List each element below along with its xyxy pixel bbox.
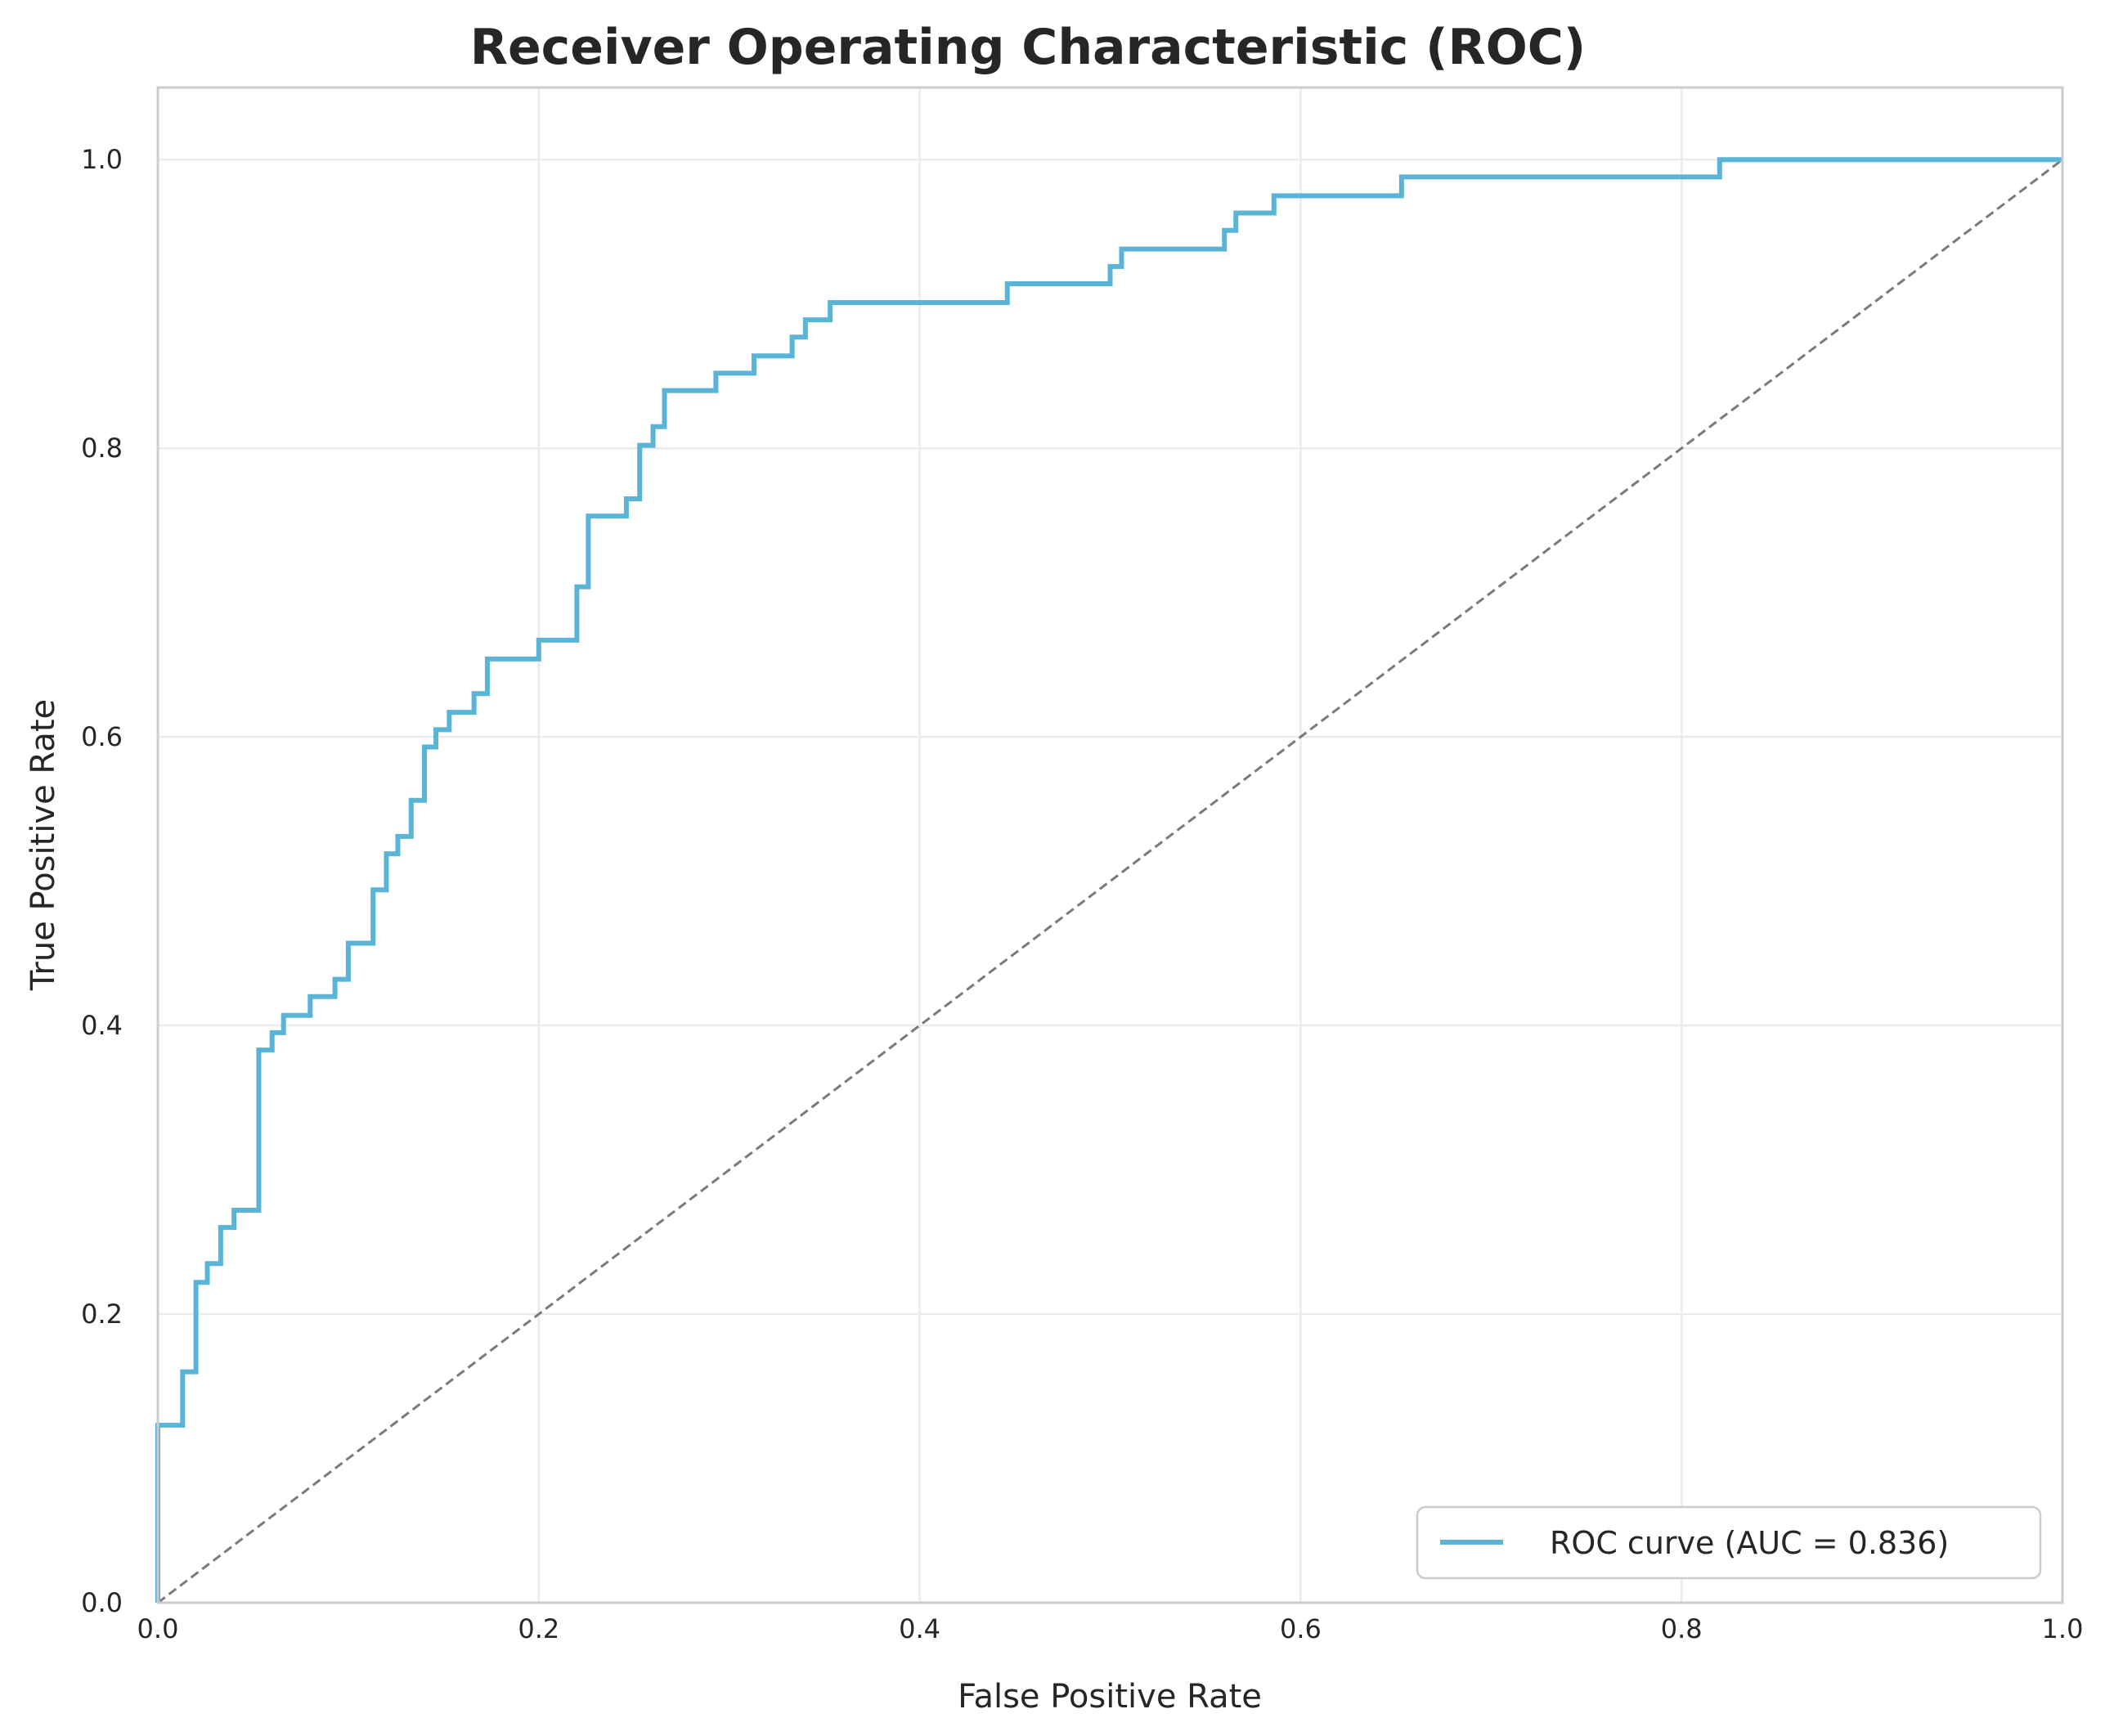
y-axis-label: True Positive Rate bbox=[25, 699, 62, 991]
y-tick-labels: 0.0 0.2 0.4 0.6 0.8 1.0 bbox=[81, 144, 123, 1618]
roc-curve-group bbox=[155, 157, 2062, 1603]
x-axis-label: False Positive Rate bbox=[958, 1678, 1262, 1716]
x-tick-label: 0.2 bbox=[518, 1613, 559, 1644]
y-tick-label: 0.0 bbox=[81, 1587, 123, 1618]
chance-diagonal bbox=[157, 159, 2063, 1604]
y-tick-label: 0.6 bbox=[81, 721, 123, 752]
roc-curve-line bbox=[155, 157, 2062, 1603]
x-tick-label: 1.0 bbox=[2042, 1613, 2084, 1644]
y-tick-label: 0.2 bbox=[81, 1299, 123, 1330]
chart-title: Receiver Operating Characteristic (ROC) bbox=[470, 19, 1586, 76]
x-tick-label: 0.4 bbox=[899, 1613, 940, 1644]
chance-line bbox=[157, 159, 2063, 1604]
y-tick-label: 0.4 bbox=[81, 1010, 123, 1041]
x-tick-label: 0.6 bbox=[1280, 1613, 1322, 1644]
legend-label-roc: ROC curve (AUC = 0.836) bbox=[1550, 1525, 1949, 1561]
plot-frame bbox=[156, 86, 2064, 1604]
x-tick-labels: 0.0 0.2 0.4 0.6 0.8 1.0 bbox=[137, 1613, 2084, 1644]
y-tick-label: 0.8 bbox=[81, 433, 123, 464]
legend: ROC curve (AUC = 0.836) bbox=[1416, 1505, 2042, 1580]
x-tick-label: 0.0 bbox=[137, 1613, 179, 1644]
x-tick-label: 0.8 bbox=[1661, 1613, 1703, 1644]
y-tick-label: 1.0 bbox=[81, 144, 123, 175]
legend-box bbox=[1416, 1505, 2042, 1580]
